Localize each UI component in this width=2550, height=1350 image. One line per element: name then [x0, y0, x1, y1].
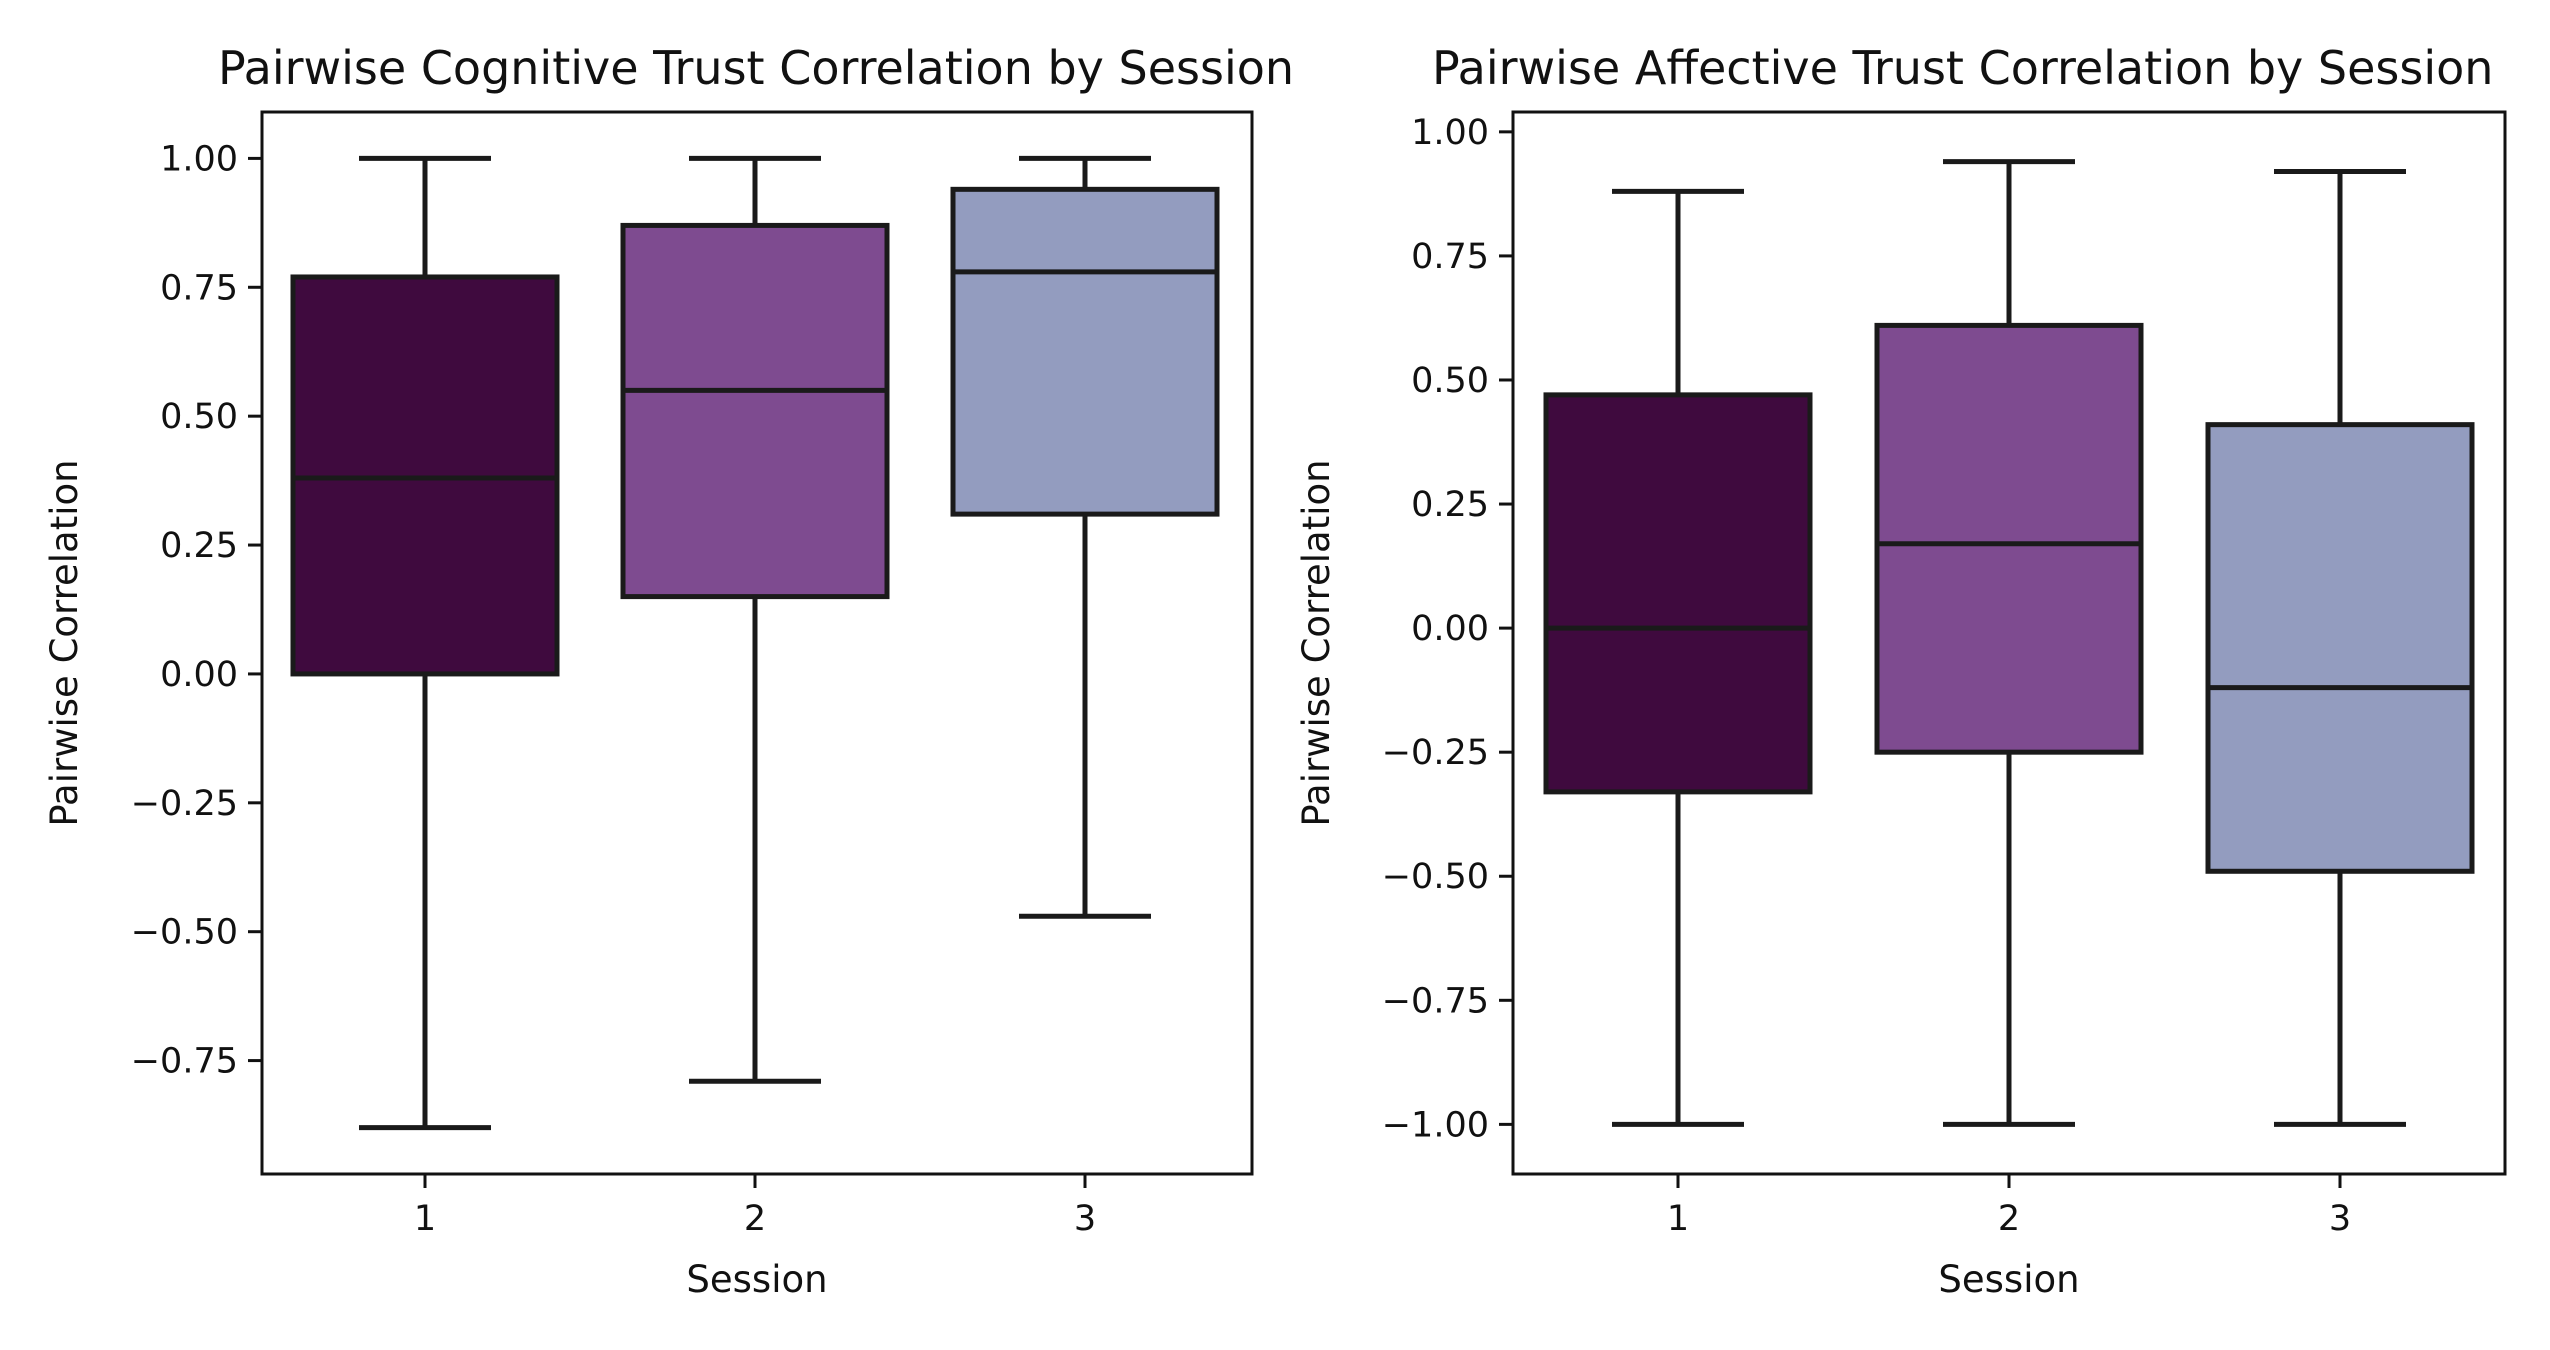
plot-frame-cognitive: [260, 110, 1254, 1176]
x-tick-label-affective: 2: [1998, 1199, 2020, 1239]
y-tick-label-affective: −0.25: [1382, 733, 1489, 773]
y-tick-label-affective: 1.00: [1411, 113, 1489, 153]
plot-area-affective: 1.00 0.75 0.50 0.25 0.00 −0.25 −0.50 −0.75 −1.00…: [1382, 113, 2475, 1239]
box-session-2: [620, 222, 890, 600]
y-tick-label-affective: −1.00: [1382, 1105, 1489, 1145]
y-tick-label-affective: 0.50: [1411, 361, 1489, 401]
y-axis-label-affective: Pairwise Correlation: [1295, 459, 1338, 826]
x-tick-label-cognitive: 3: [1074, 1199, 1096, 1239]
plot-frame-affective: [1511, 110, 2507, 1176]
plot-area-cognitive: 1.00 0.75 0.50 0.25 0.00 −0.25 −0.50 −0.75 1 2 3: [131, 139, 1220, 1239]
y-tick-label-affective: −0.50: [1382, 857, 1489, 897]
y-tick-label-cognitive: 0.75: [160, 268, 238, 308]
x-tick-label-affective: 3: [2329, 1199, 2351, 1239]
box-session-2: [1874, 322, 2144, 755]
y-tick-label-affective: 0.25: [1411, 485, 1489, 525]
chart-cognitive: Pairwise Cognitive Trust Correlation by …: [43, 41, 1294, 1301]
y-tick-label-affective: −0.75: [1382, 981, 1489, 1021]
x-tick-label-affective: 1: [1667, 1199, 1689, 1239]
y-axis-label-cognitive: Pairwise Correlation: [43, 459, 86, 826]
y-tick-label-cognitive: 1.00: [160, 139, 238, 179]
box-session-1: [290, 274, 560, 677]
x-tick-label-cognitive: 2: [744, 1199, 766, 1239]
x-tick-label-cognitive: 1: [414, 1199, 436, 1239]
y-tick-label-cognitive: −0.50: [131, 913, 238, 953]
y-tick-label-cognitive: 0.00: [160, 655, 238, 695]
y-tick-label-cognitive: 0.25: [160, 526, 238, 566]
y-tick-label-cognitive: −0.25: [131, 784, 238, 824]
x-axis-label-affective: Session: [1938, 1258, 2079, 1301]
y-tick-label-cognitive: 0.50: [160, 397, 238, 437]
x-axis-label-cognitive: Session: [686, 1258, 827, 1301]
y-tick-label-affective: 0.75: [1411, 237, 1489, 277]
y-tick-label-affective: 0.00: [1411, 609, 1489, 649]
chart-title-cognitive: Pairwise Cognitive Trust Correlation by …: [218, 41, 1294, 95]
chart-title-affective: Pairwise Affective Trust Correlation by …: [1432, 41, 2493, 95]
box-session-3: [950, 186, 1220, 517]
chart-affective: Pairwise Affective Trust Correlation by …: [1295, 41, 2507, 1301]
y-tick-label-cognitive: −0.75: [131, 1042, 238, 1082]
box-session-3: [2205, 422, 2475, 874]
box-session-1: [1543, 392, 1813, 795]
